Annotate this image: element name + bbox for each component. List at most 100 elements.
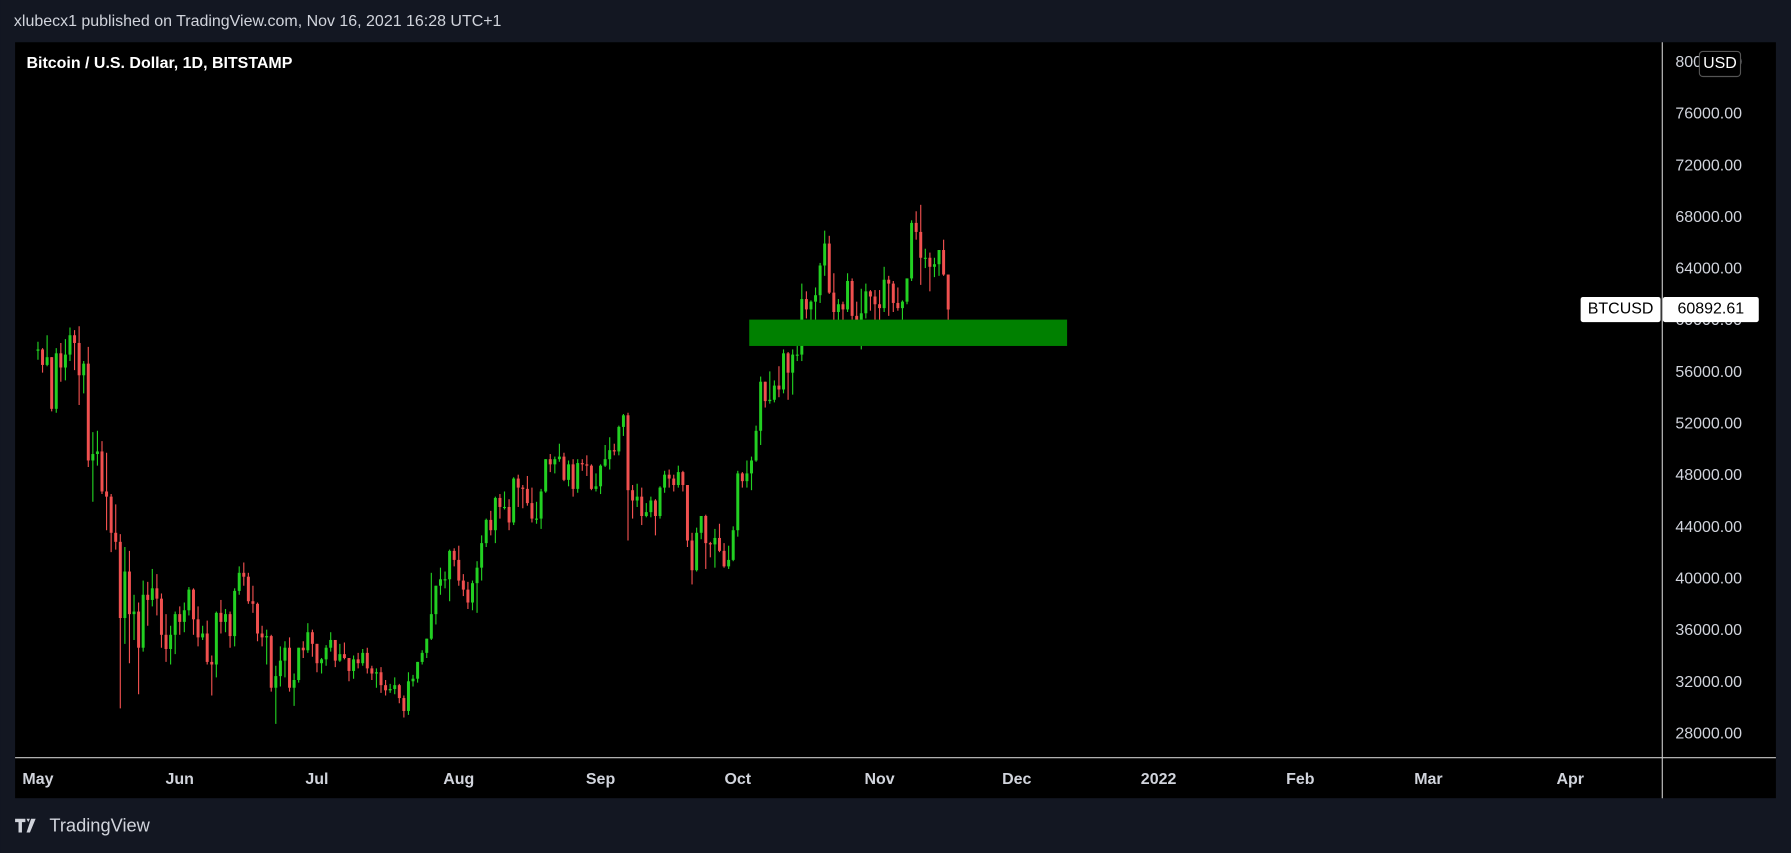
y-tick-label: 72000.00 <box>1675 157 1742 174</box>
candle-body <box>393 685 397 690</box>
candle-body <box>804 299 808 310</box>
candle-body <box>525 488 529 504</box>
candle-body <box>823 243 827 266</box>
candle-body <box>503 506 506 509</box>
candle-body <box>288 647 292 688</box>
candle-body <box>557 456 561 460</box>
y-tick-label: 40000.00 <box>1675 570 1742 587</box>
candle-body <box>274 676 278 688</box>
candle-body <box>567 464 571 480</box>
candle-body <box>406 681 410 711</box>
candle-body <box>205 633 209 662</box>
candle-body <box>182 610 186 622</box>
candle-body <box>297 647 301 680</box>
candle-body <box>292 679 296 688</box>
candle-body <box>905 278 909 302</box>
candle-body <box>599 465 603 487</box>
candle-body <box>864 291 868 314</box>
candle-body <box>242 572 246 577</box>
symbol-badge: BTCUSD <box>1588 301 1654 318</box>
candle-body <box>471 583 474 603</box>
candle-body <box>429 614 433 639</box>
candle-body <box>324 647 328 660</box>
candle-body <box>132 611 136 615</box>
candle-body <box>370 668 374 674</box>
price-badge: 60892.61 <box>1678 301 1745 318</box>
candle-body <box>127 571 131 615</box>
candle-body <box>480 543 484 568</box>
candle-body <box>484 519 488 544</box>
candle-body <box>214 612 218 665</box>
candle-body <box>754 430 758 461</box>
candle-body <box>649 500 653 513</box>
candle-body <box>233 590 237 637</box>
candle-body <box>846 281 850 310</box>
candle-body <box>617 426 621 452</box>
candle-body <box>173 614 177 635</box>
candle-body <box>352 659 356 671</box>
candle-body <box>178 614 182 622</box>
candle-body <box>882 279 886 309</box>
candle-body <box>896 302 900 309</box>
candle-body <box>589 465 593 489</box>
candle-body <box>676 472 680 486</box>
candle-body <box>791 354 795 373</box>
x-tick-label: Nov <box>864 771 894 788</box>
candle-body <box>347 658 351 671</box>
candle-body <box>621 415 625 427</box>
candle-body <box>608 450 612 460</box>
candle-body <box>73 335 77 343</box>
candle-body <box>795 354 799 356</box>
candle-body <box>342 654 346 659</box>
candle-body <box>562 456 566 480</box>
candle-body <box>164 634 168 650</box>
candle-body <box>246 576 250 602</box>
candle-body <box>137 611 141 648</box>
candle-body <box>379 672 383 686</box>
candle-body <box>530 503 534 519</box>
x-tick-label: Jul <box>305 771 328 788</box>
candle-body <box>438 579 442 586</box>
candle-body <box>841 304 845 310</box>
candle-body <box>653 500 657 517</box>
candle-body <box>731 530 735 560</box>
candle-body <box>498 497 502 507</box>
x-tick-label: 2022 <box>1141 771 1177 788</box>
x-tick-label: Feb <box>1286 771 1315 788</box>
candle-body <box>740 473 744 482</box>
candle-body <box>100 451 104 492</box>
candle-body <box>708 543 712 545</box>
candle-body <box>786 353 790 373</box>
candle-body <box>150 588 154 600</box>
candle-body <box>512 478 516 523</box>
candle-body <box>635 496 639 501</box>
candle-body <box>306 632 310 651</box>
candle-body <box>384 685 388 691</box>
support-zone <box>749 319 1068 346</box>
candle-body <box>475 567 479 584</box>
candle-body <box>68 335 72 355</box>
candle-body <box>425 638 429 653</box>
candle-body <box>763 381 767 402</box>
candle-body <box>759 381 763 431</box>
candle-body <box>191 589 195 620</box>
x-tick-label: Jun <box>166 771 194 788</box>
candle-body <box>320 659 324 664</box>
candle-body <box>36 349 40 351</box>
y-tick-label: 36000.00 <box>1675 622 1742 639</box>
x-tick-label: Mar <box>1414 771 1442 788</box>
candle-body <box>603 459 607 466</box>
candle-body <box>374 672 378 674</box>
candle-body <box>827 243 831 293</box>
candle-body <box>745 473 749 482</box>
candle-body <box>41 349 45 365</box>
candle-body <box>283 647 287 661</box>
candle-body <box>146 594 150 600</box>
candle-body <box>196 619 200 638</box>
candle-body <box>713 537 717 545</box>
candle-body <box>123 571 127 619</box>
candle-body <box>77 342 81 376</box>
candle-body <box>626 415 630 491</box>
candle-body <box>155 588 159 599</box>
candle-body <box>914 222 918 232</box>
